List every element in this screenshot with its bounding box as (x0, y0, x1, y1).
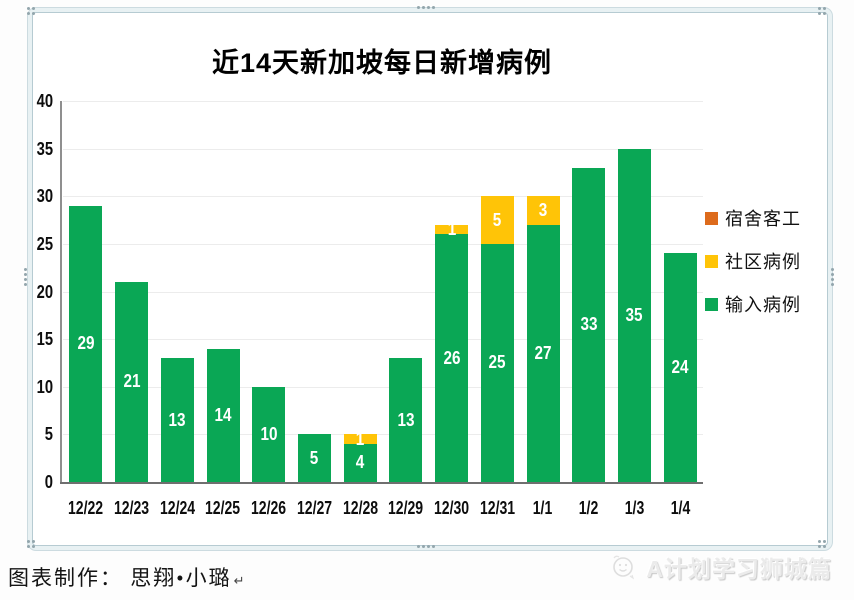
bar-segment: 27 (526, 224, 560, 482)
x-tick-label: 12/24 (159, 498, 195, 518)
chart-legend: 宿舍客工社区病例输入病例 (705, 205, 801, 334)
resize-handle-top-right-icon[interactable] (818, 7, 826, 15)
bar-value-label: 26 (443, 347, 461, 368)
chart-title: 近14天新加坡每日新增病例 (211, 48, 553, 78)
x-tick-label: 1/3 (624, 498, 645, 518)
x-tick-label: 12/25 (205, 498, 241, 518)
y-tick-label: 5 (44, 424, 53, 445)
bar-segment: 1 (343, 429, 377, 449)
x-tick-label: 12/31 (479, 498, 515, 518)
resize-handle-top-icon[interactable] (417, 6, 435, 9)
watermark: A计划学习狮城篇 (610, 550, 832, 584)
x-tick-label: 12/23 (113, 498, 150, 518)
x-tick-label: 12/28 (342, 498, 378, 518)
x-tick-label: 12/29 (388, 498, 424, 518)
x-tick-label: 1/2 (578, 498, 599, 518)
gridline (63, 339, 703, 341)
watermark-text: A计划学习狮城篇 (646, 556, 832, 582)
bar-value-label: 24 (671, 357, 689, 378)
bar-segment: 13 (389, 358, 423, 482)
y-tick-label: 25 (36, 233, 53, 254)
bar-value-label: 10 (260, 423, 278, 444)
bar-value-label: 5 (493, 209, 502, 230)
bar-segment: 14 (206, 348, 240, 482)
bar-segment: 24 (663, 253, 697, 482)
bar-segment: 25 (480, 243, 514, 482)
gridline (63, 386, 703, 388)
chart-object-frame[interactable]: 近14天新加坡每日新增病例 0 5 10 15 20 25 30 35 40 29 21 13 14 1… (32, 12, 828, 546)
bar-value-label: 1 (447, 219, 456, 240)
bar-segment: 35 (617, 148, 651, 482)
legend-label: 输入病例 (725, 295, 801, 315)
legend-label: 社区病例 (725, 252, 801, 272)
bar-segment: 13 (160, 358, 194, 482)
x-tick-label: 1/4 (670, 498, 690, 518)
legend-swatch-icon (705, 211, 718, 225)
bar-value-label: 3 (538, 200, 548, 221)
bar-value-label: 1 (355, 428, 365, 449)
y-tick-label: 30 (36, 186, 53, 207)
bar-value-label: 27 (534, 342, 552, 363)
gridline (63, 434, 703, 436)
gridline (63, 101, 703, 102)
x-tick-label: 12/26 (251, 498, 287, 518)
bar-value-label: 29 (77, 333, 95, 354)
legend-swatch-icon (705, 297, 718, 311)
credit-text: 图表制作： 思翔•小璐 (8, 566, 232, 590)
resize-handle-right-icon[interactable] (831, 268, 834, 286)
bar-segment: 4 (343, 443, 377, 482)
bar-segment: 1 (435, 219, 469, 239)
resize-handle-bottom-icon[interactable] (417, 545, 435, 548)
resize-handle-left-icon[interactable] (24, 268, 27, 286)
bar-segment: 5 (480, 196, 514, 244)
smiley-face-icon (613, 555, 635, 580)
bar-segment: 10 (252, 386, 286, 482)
x-tick-label: 12/27 (296, 498, 332, 518)
bar-segment: 21 (115, 281, 149, 482)
bar-value-label: 4 (355, 452, 365, 473)
bar-segment: 29 (69, 205, 103, 482)
bar-value-label: 14 (214, 404, 232, 425)
chart-credit: 图表制作： 思翔•小璐 ↵ (8, 562, 247, 592)
y-tick-label: 35 (36, 138, 53, 159)
bar-value-label: 33 (580, 314, 598, 335)
y-tick-label: 15 (36, 329, 53, 350)
legend-item: 社区病例 (705, 248, 801, 274)
gridline (63, 291, 703, 293)
x-tick-label: 12/30 (433, 498, 470, 518)
bar-value-label: 13 (397, 409, 415, 430)
y-tick-label: 40 (36, 91, 53, 111)
plot-area: 0 5 10 15 20 25 30 35 40 29 21 13 14 10 5 4 1 13 26 1 25 5 27… (37, 91, 703, 518)
bar-segment: 5 (297, 434, 331, 482)
bar-value-label: 21 (123, 371, 141, 392)
gridline (63, 196, 703, 198)
gridline (63, 243, 703, 245)
x-axis-line (60, 482, 703, 484)
y-tick-label: 20 (36, 281, 53, 302)
gridline (63, 148, 703, 150)
y-tick-label: 0 (44, 472, 53, 492)
bar-value-label: 35 (625, 304, 643, 325)
bar-value-label: 25 (488, 352, 506, 373)
legend-swatch-icon (705, 254, 718, 268)
resize-handle-top-left-icon[interactable] (27, 7, 35, 15)
legend-item: 输入病例 (705, 291, 801, 317)
legend-label: 宿舍客工 (725, 209, 801, 229)
y-tick-label: 10 (36, 376, 53, 397)
bar-segment: 3 (526, 196, 560, 225)
bar-value-label: 13 (168, 409, 186, 430)
bar-segment: 33 (572, 167, 606, 482)
bar-value-label: 5 (310, 447, 319, 468)
y-axis-line (60, 101, 62, 482)
legend-item: 宿舍客工 (705, 205, 801, 231)
resize-handle-bottom-left-icon[interactable] (27, 540, 35, 548)
paragraph-return-mark: ↵ (233, 573, 247, 588)
x-tick-label: 1/1 (533, 498, 553, 518)
x-tick-label: 12/22 (68, 498, 104, 518)
resize-handle-bottom-right-icon[interactable] (818, 540, 826, 548)
bar-segment: 26 (435, 234, 469, 482)
